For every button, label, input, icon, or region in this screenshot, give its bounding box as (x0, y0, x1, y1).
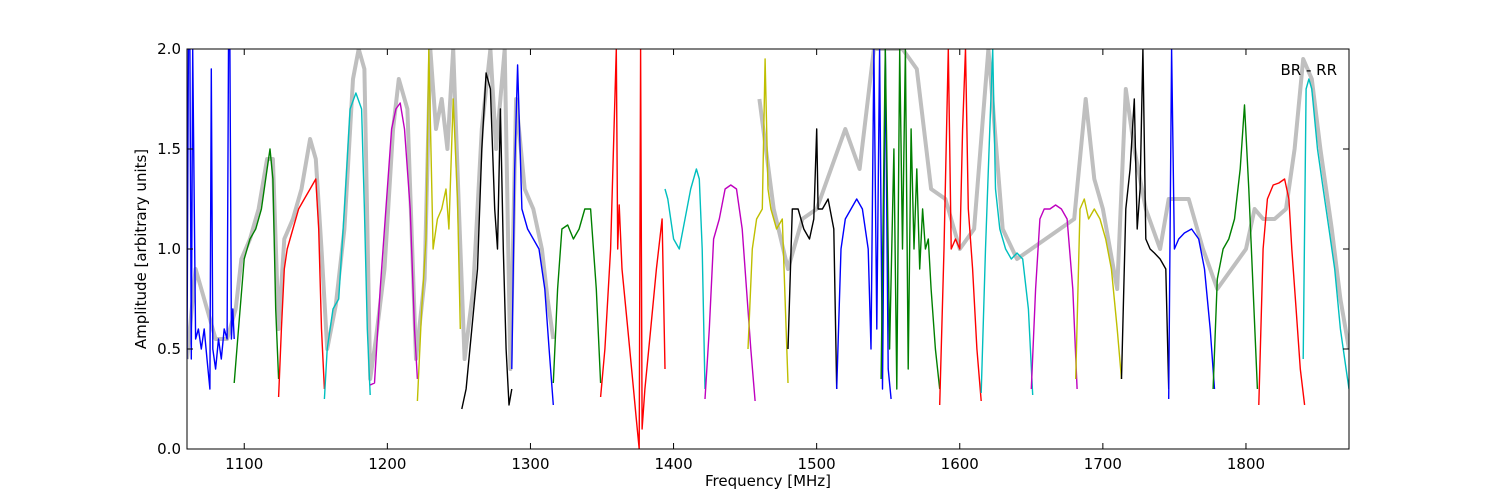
x-tick-label: 1600 (941, 455, 979, 473)
series-line-11 (664, 168, 706, 390)
series-line-5 (369, 102, 419, 386)
series-line-25 (1302, 78, 1349, 390)
x-tick-label: 1300 (511, 455, 549, 473)
series-line-12 (704, 184, 756, 402)
series-line-3 (277, 178, 326, 398)
y-tick-label: 0.5 (157, 340, 181, 358)
x-tick-label: 1400 (654, 455, 692, 473)
series-line-24 (1258, 178, 1306, 406)
series-line-22 (1168, 49, 1216, 400)
y-tick-label: 1.5 (157, 140, 181, 158)
x-axis-label: Frequency [MHz] (705, 472, 831, 490)
background-envelope-left (187, 49, 556, 381)
series-line-2 (233, 148, 280, 384)
y-axis-label: Amplitude [arbitrary units] (132, 149, 150, 349)
series-line-13 (747, 58, 789, 384)
x-tick-label: 1200 (368, 455, 406, 473)
series-line-4 (323, 92, 371, 400)
series-line-1 (187, 49, 235, 390)
series-line-6 (416, 49, 461, 402)
axes: 1100 1200 1300 1400 1500 1600 1700 1800 0.0 0.5 1.… (157, 40, 1349, 473)
series-line-9 (552, 208, 602, 384)
series-line-18 (980, 49, 1034, 396)
series-line-19 (1030, 204, 1078, 390)
series-line-21 (1120, 49, 1170, 390)
series-line-16 (880, 49, 941, 390)
x-tick-label: 1700 (1084, 455, 1122, 473)
series-line-7 (461, 72, 513, 410)
y-tick-label: 2.0 (157, 40, 181, 58)
background-envelope-right (757, 49, 1349, 350)
y-tick-label: 0.0 (157, 440, 181, 458)
series-line-20 (1075, 198, 1123, 380)
y-tick-label: 1.0 (157, 240, 181, 258)
series-line-17 (939, 49, 982, 406)
x-tick-label: 1100 (225, 455, 263, 473)
series-line-8 (511, 64, 554, 406)
series-line-23 (1212, 104, 1259, 390)
series-line-14 (787, 128, 838, 390)
annotation-label: BR - RR (1280, 61, 1337, 79)
x-tick-label: 1800 (1227, 455, 1265, 473)
series-line-10 (599, 49, 666, 449)
plot-area (187, 49, 1349, 449)
x-tick-label: 1500 (798, 455, 836, 473)
